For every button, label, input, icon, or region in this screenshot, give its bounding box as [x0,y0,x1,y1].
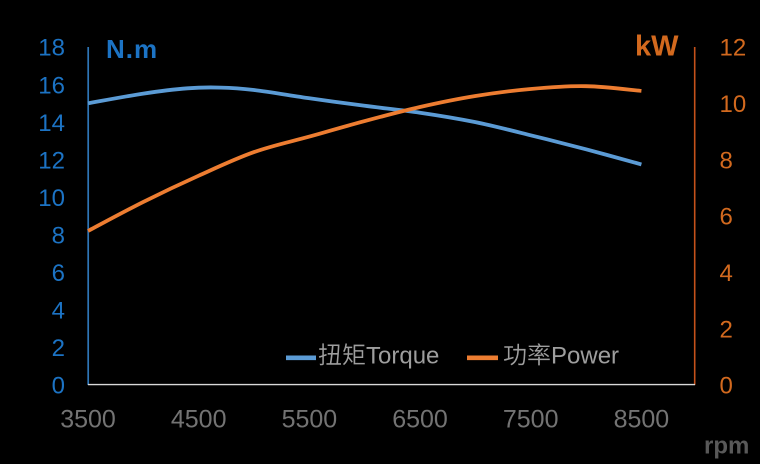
svg-text:5500: 5500 [282,405,338,433]
svg-text:3500: 3500 [60,405,116,433]
svg-text:18: 18 [38,35,65,62]
svg-text:2: 2 [52,335,65,362]
svg-text:6500: 6500 [392,405,448,433]
svg-text:2: 2 [720,316,733,343]
svg-text:6: 6 [720,204,733,231]
svg-text:12: 12 [720,35,747,62]
svg-text:12: 12 [38,147,65,174]
svg-text:0: 0 [52,373,65,400]
svg-text:rpm: rpm [704,433,749,460]
svg-text:4: 4 [720,260,733,287]
svg-text:8500: 8500 [614,405,670,433]
svg-text:10: 10 [720,91,747,118]
svg-text:4: 4 [52,298,65,325]
svg-text:kW: kW [635,31,679,63]
svg-text:Power: Power [551,343,619,370]
svg-text:14: 14 [38,110,65,137]
svg-text:6: 6 [52,260,65,287]
svg-text:7500: 7500 [503,405,559,433]
svg-text:Torque: Torque [366,343,439,370]
svg-text:N.m: N.m [106,34,158,64]
svg-text:8: 8 [720,147,733,174]
svg-text:10: 10 [38,185,65,212]
svg-text:0: 0 [720,373,733,400]
svg-text:4500: 4500 [171,405,227,433]
svg-text:8: 8 [52,223,65,250]
svg-text:16: 16 [38,72,65,99]
